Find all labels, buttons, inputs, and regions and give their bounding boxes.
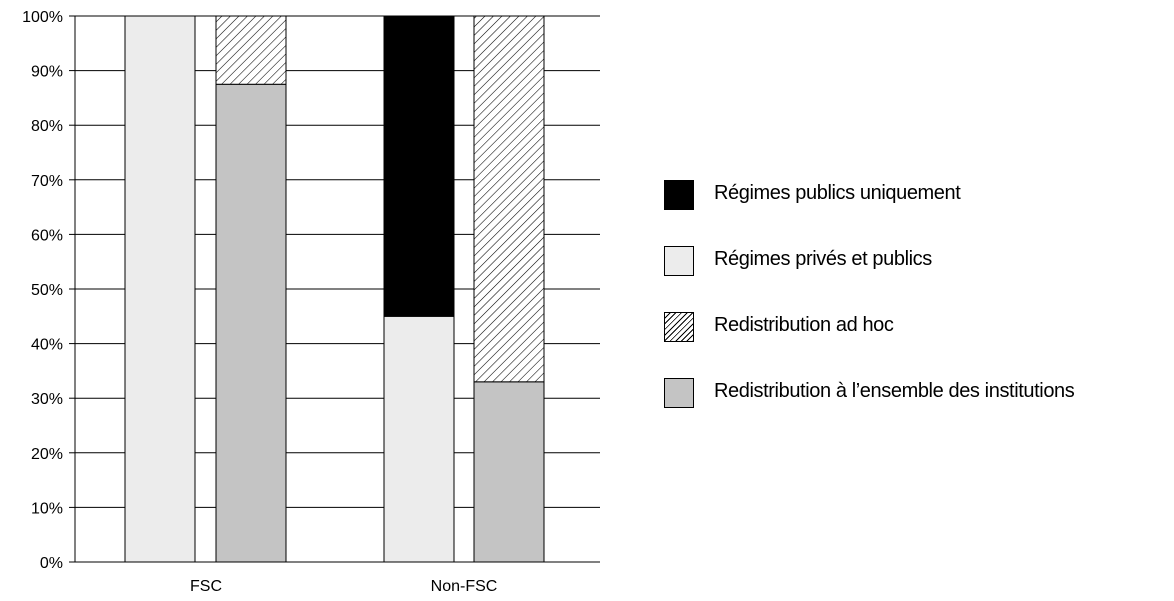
bar-segment-non-fsc-regimes-prives-et-publics [383, 315, 455, 563]
legend-item-all-institutions: Redistribution à l’ensemble des institut… [664, 374, 1174, 440]
bar-segment-non-fsc-regimes-publics-uniquement [383, 15, 455, 317]
y-tick-label: 20% [31, 446, 63, 463]
legend-item-private-public: Régimes privés et publics [664, 242, 1174, 308]
x-category-label: Non-FSC [431, 578, 498, 595]
legend-swatch-all-institutions [664, 378, 694, 408]
y-tick-label: 60% [31, 227, 63, 244]
bar-segment-fsc-redistribution-a-l-ensemble-des-institutions [215, 83, 287, 563]
legend-label-all-institutions: Redistribution à l’ensemble des institut… [714, 380, 1075, 402]
y-tick-label: 10% [31, 500, 63, 517]
y-tick-label: 100% [22, 9, 63, 26]
legend-item-public-only: Régimes publics uniquement [664, 176, 1174, 242]
legend-swatch-public-only [664, 180, 694, 210]
bar-segment-fsc-redistribution-ad-hoc [215, 15, 287, 85]
bars [124, 15, 545, 563]
legend: Régimes publics uniquement Régimes privé… [664, 176, 1174, 440]
y-axis: 0% 10% 20% 30% 40% 50% 60% 70% 80% 90% 100% [22, 9, 600, 572]
bar-segment-non-fsc-redistribution-ad-hoc [473, 15, 545, 383]
x-category-label: FSC [190, 578, 222, 595]
y-tick-label: 80% [31, 118, 63, 135]
y-tick-label: 90% [31, 64, 63, 81]
y-tick-label: 0% [40, 555, 63, 572]
legend-label-ad-hoc: Redistribution ad hoc [714, 314, 894, 336]
bar-segment-non-fsc-redistribution-a-l-ensemble-des-institutions [473, 381, 545, 563]
x-axis-labels: FSC Non-FSC [190, 578, 497, 595]
y-tick-label: 40% [31, 337, 63, 354]
bar-segment-fsc-regimes-prives-et-publics [124, 15, 196, 563]
legend-swatch-private-public [664, 246, 694, 276]
legend-label-private-public: Régimes privés et publics [714, 248, 932, 270]
y-tick-label: 50% [31, 282, 63, 299]
legend-swatch-ad-hoc [664, 312, 694, 342]
legend-item-ad-hoc: Redistribution ad hoc [664, 308, 1174, 374]
legend-label-public-only: Régimes publics uniquement [714, 182, 961, 204]
y-tick-label: 30% [31, 391, 63, 408]
y-tick-label: 70% [31, 173, 63, 190]
